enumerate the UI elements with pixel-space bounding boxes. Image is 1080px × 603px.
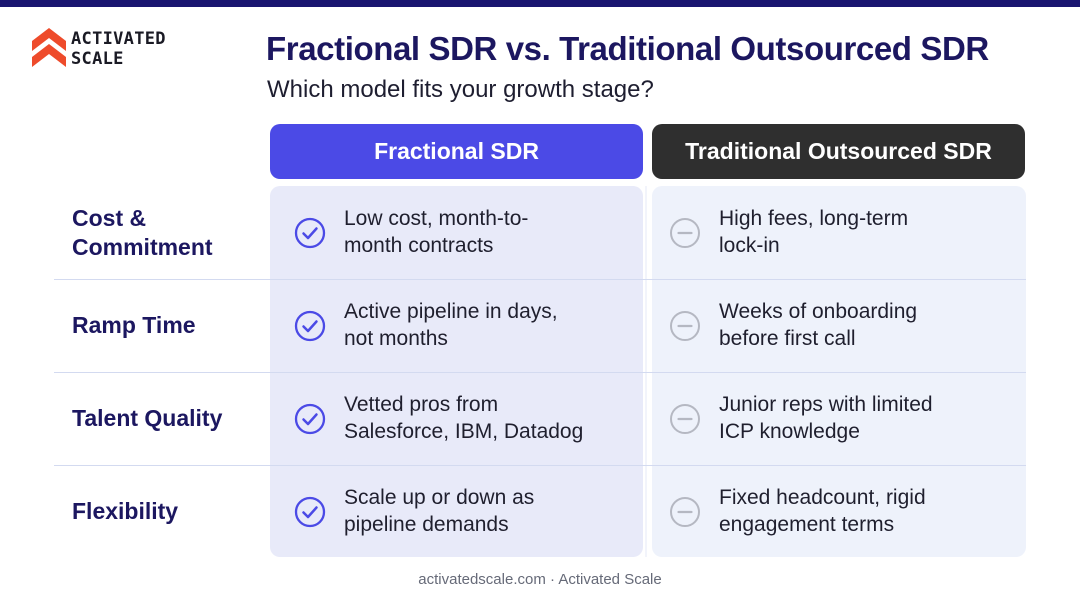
row-label: Flexibility	[72, 497, 262, 526]
fractional-cell-text: Scale up or down as pipeline demands	[344, 484, 634, 538]
check-circle-icon	[294, 403, 326, 434]
cell-text-line: Junior reps with limited	[719, 392, 933, 416]
cell-text-line: Fixed headcount, rigid	[719, 485, 926, 509]
minus-circle-icon	[670, 217, 700, 248]
check-circle-icon	[294, 310, 326, 341]
row-label: Talent Quality	[72, 404, 262, 433]
cell-text-line: Low cost, month-to-	[344, 206, 529, 230]
row-label: Cost & Commitment	[72, 204, 262, 262]
cell-text-line: ICP knowledge	[719, 419, 860, 443]
row-divider	[54, 465, 1026, 466]
fractional-column-panel	[270, 186, 643, 557]
row-divider	[54, 372, 1026, 373]
top-accent-bar	[0, 0, 1080, 7]
cell-text-line: Weeks of onboarding	[719, 299, 918, 323]
page-title: Fractional SDR vs. Traditional Outsource…	[266, 30, 989, 67]
fractional-cell-text: Vetted pros from Salesforce, IBM, Datadog	[344, 391, 634, 445]
cell-text-line: High fees, long-term	[719, 206, 909, 230]
row-divider	[54, 279, 1026, 280]
minus-circle-icon	[670, 496, 700, 527]
logo-line-1: ACTIVATED	[71, 29, 166, 49]
fractional-cell-text: Low cost, month-to-month contracts	[344, 205, 634, 259]
column-header-traditional: Traditional Outsourced SDR	[652, 124, 1025, 179]
column-header-fractional: Fractional SDR	[270, 124, 643, 179]
cell-text-line: before first call	[719, 326, 856, 350]
cell-text-line: Scale up or down as	[344, 485, 535, 509]
traditional-cell-text: Weeks of onboarding before first call	[719, 298, 1009, 352]
row-label-line: Ramp Time	[72, 312, 196, 338]
cell-text-line: Active pipeline in days,	[344, 299, 558, 323]
traditional-cell-text: Fixed headcount, rigid engagement terms	[719, 484, 1009, 538]
activated-scale-logo: ACTIVATED SCALE	[32, 28, 166, 70]
cell-text-line: month contracts	[344, 233, 494, 257]
cell-text-line: lock-in	[719, 233, 780, 257]
row-label-line: Commitment	[72, 233, 213, 260]
row-label-line: Talent Quality	[72, 405, 223, 431]
cell-text-line: Vetted pros from	[344, 392, 499, 416]
row-label-line: Cost &	[72, 204, 147, 231]
minus-circle-icon	[670, 403, 700, 434]
page-subtitle: Which model fits your growth stage?	[267, 76, 654, 103]
footer-credit: activatedscale.com · Activated Scale	[418, 571, 662, 588]
cell-text-line: pipeline demands	[344, 512, 509, 536]
logo-chevron-icon	[32, 28, 66, 67]
cell-text-line: not months	[344, 326, 448, 350]
cell-text-line: Salesforce, IBM, Datadog	[344, 419, 584, 443]
check-circle-icon	[294, 496, 326, 527]
row-label: Ramp Time	[72, 311, 262, 340]
column-divider	[645, 186, 647, 557]
logo-line-2: SCALE	[71, 49, 124, 69]
traditional-cell-text: High fees, long-term lock-in	[719, 205, 1009, 259]
check-circle-icon	[294, 217, 326, 248]
fractional-cell-text: Active pipeline in days, not months	[344, 298, 634, 352]
cell-text-line: engagement terms	[719, 512, 895, 536]
logo-wordmark: ACTIVATED SCALE	[71, 29, 166, 69]
traditional-cell-text: Junior reps with limited ICP knowledge	[719, 391, 1009, 445]
row-label-line: Flexibility	[72, 498, 179, 524]
traditional-column-panel	[652, 186, 1026, 557]
minus-circle-icon	[670, 310, 700, 341]
